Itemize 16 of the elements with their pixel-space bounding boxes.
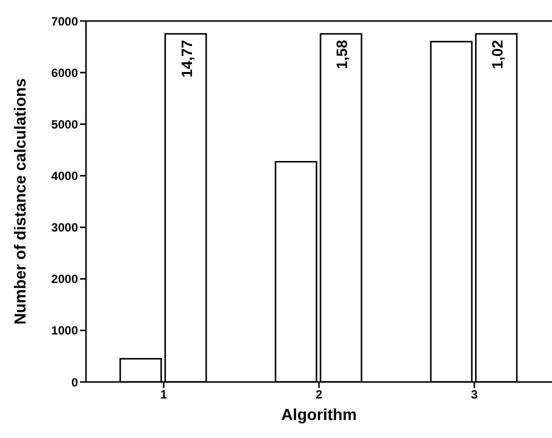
x-axis-title: Algorithm bbox=[281, 407, 357, 424]
y-tick-label: 2000 bbox=[51, 272, 78, 286]
x-tick-label: 1 bbox=[160, 388, 168, 402]
x-tick-label: 2 bbox=[316, 388, 323, 402]
y-tick-label: 7000 bbox=[51, 14, 78, 28]
x-tick-label: 3 bbox=[470, 388, 478, 402]
annotation: 1,02 bbox=[490, 40, 507, 70]
y-tick-label: 6000 bbox=[51, 66, 78, 80]
y-tick-label: 5000 bbox=[51, 117, 78, 132]
annotation: 1,58 bbox=[334, 40, 352, 70]
y-tick-label: 4000 bbox=[51, 168, 78, 183]
annotation: 14,77 bbox=[178, 40, 196, 78]
y-tick-label: 3000 bbox=[51, 220, 78, 235]
y-tick-label: 1000 bbox=[51, 324, 78, 338]
y-axis-title: Number of distance calculations bbox=[12, 78, 30, 325]
y-tick-label: 0 bbox=[71, 375, 78, 390]
